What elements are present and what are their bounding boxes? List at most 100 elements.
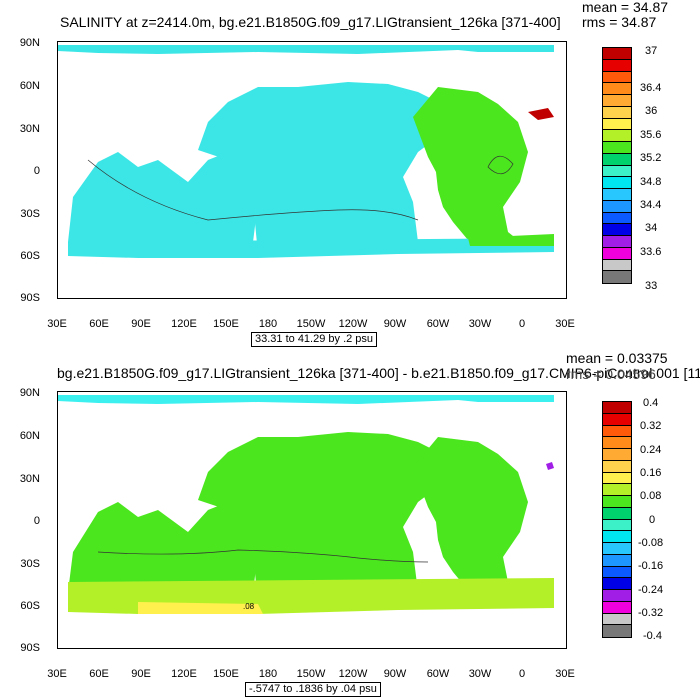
panel1-lon-label: 30E — [47, 318, 67, 330]
colorbar-swatch — [603, 236, 631, 248]
panel1-lon-label: 150W — [296, 318, 326, 330]
panel1-lon-label: 30W — [468, 318, 492, 330]
colorbar-swatch — [603, 153, 631, 166]
panel2-lat-label: 30N — [19, 473, 40, 485]
panel1-southern-ocean — [68, 238, 554, 258]
panel2-lat-label: 60S — [20, 600, 40, 612]
colorbar-swatch — [603, 165, 631, 178]
panel1-colorbar-label: 34 — [645, 222, 658, 234]
panel2-map: .08 — [57, 391, 567, 649]
colorbar-swatch — [603, 566, 631, 579]
panel2-title: bg.e21.B1850G.f09_g17.LIGtransient_126ka… — [57, 365, 700, 381]
panel1-arctic-ocean — [58, 45, 554, 54]
colorbar-swatch — [603, 554, 631, 567]
colorbar-swatch — [603, 613, 631, 626]
panel1-lat-label: 60N — [19, 80, 40, 92]
colorbar-swatch — [603, 271, 631, 283]
panel2-lon-label: 0 — [518, 668, 526, 680]
colorbar-swatch — [603, 578, 631, 590]
colorbar-swatch — [603, 519, 631, 532]
panel2-pacific-ocean — [198, 432, 438, 604]
panel1-colorbar-label: 33.6 — [640, 246, 662, 258]
panel2-mean: mean = 0.03375 — [566, 350, 668, 366]
panel1-lon-label: 60W — [426, 318, 450, 330]
panel2-lon-label: 30E — [47, 668, 67, 680]
panel1-atlantic-ocean — [413, 87, 528, 240]
panel2-contour-label: .08 — [243, 602, 255, 611]
panel2-contour — [97, 549, 429, 563]
panel1-lon-label: 120E — [171, 318, 197, 330]
panel2-colorbar-label: 0 — [649, 514, 656, 526]
panel1-title: SALINITY at z=2414.0m, bg.e21.B1850G.f09… — [60, 14, 561, 30]
panel1-contour-range: 33.31 to 41.29 by .2 psu — [251, 332, 378, 347]
panel1-med-patch — [528, 108, 554, 120]
colorbar-swatch — [603, 118, 631, 131]
panel1-lon-label: 90W — [383, 318, 407, 330]
panel2-lon-label: 60E — [89, 668, 109, 680]
panel2-colorbar-label: 0.4 — [643, 397, 659, 409]
panel2-lon-label: 90E — [131, 668, 151, 680]
panel1-contour-atlantic — [487, 155, 514, 175]
colorbar-swatch — [603, 59, 631, 72]
panel2-map-svg: .08 — [58, 395, 554, 614]
colorbar-swatch — [603, 142, 631, 154]
colorbar-swatch — [603, 402, 631, 414]
panel1-lon-label: 180 — [258, 318, 278, 330]
colorbar-swatch — [603, 590, 631, 602]
colorbar-swatch — [603, 247, 631, 260]
colorbar-swatch — [603, 437, 631, 449]
colorbar-swatch — [603, 413, 631, 426]
panel2-lat-label: 60N — [19, 430, 40, 442]
panel2-lon-label: 30E — [555, 668, 575, 680]
panel1-colorbar-label: 37 — [645, 45, 658, 57]
colorbar-swatch — [603, 212, 631, 225]
colorbar-swatch — [603, 531, 631, 543]
panel1-colorbar-label: 34.4 — [640, 199, 662, 211]
panel1-map-svg — [58, 45, 554, 258]
panel1-lat-label: 30N — [19, 123, 40, 135]
panel1-colorbar — [602, 47, 632, 284]
panel1-lat-label: 60S — [20, 250, 40, 262]
panel1-lon-label: 30E — [555, 318, 575, 330]
panel1-lat-label: 0 — [33, 165, 40, 177]
panel2-yellow-patch — [138, 602, 263, 614]
panel1-lon-label: 150E — [213, 318, 239, 330]
panel1-lat-label: 30S — [20, 208, 40, 220]
colorbar-swatch — [603, 496, 631, 508]
colorbar-swatch — [603, 507, 631, 520]
panel2-colorbar-label: -0.32 — [638, 607, 664, 619]
panel2-lat-label: 90N — [19, 387, 40, 399]
panel2-lon-label: 150E — [213, 668, 239, 680]
panel2-colorbar-label: 0.16 — [640, 467, 662, 479]
colorbar-swatch — [603, 425, 631, 438]
colorbar-swatch — [603, 484, 631, 496]
panel2-lon-label: 30W — [468, 668, 492, 680]
panel1-lon-label: 90E — [131, 318, 151, 330]
panel2-colorbar-label: -0.08 — [638, 537, 664, 549]
colorbar-swatch — [603, 95, 631, 107]
colorbar-swatch — [603, 130, 631, 142]
colorbar-swatch — [603, 460, 631, 473]
colorbar-swatch — [603, 189, 631, 201]
panel1-lon-label: 60E — [89, 318, 109, 330]
panel2-colorbar-label: -0.16 — [638, 560, 664, 572]
panel2-lon-label: 90W — [383, 668, 407, 680]
panel1-colorbar-label: 36 — [645, 105, 658, 117]
panel2-contour-range: -.5747 to .1836 by .04 psu — [245, 682, 381, 697]
panel1-contour — [87, 159, 419, 221]
panel1-colorbar-label: 36.4 — [640, 82, 662, 94]
colorbar-swatch — [603, 259, 631, 272]
panel1-map — [57, 41, 567, 299]
panel2-colorbar-label: 0.32 — [640, 420, 662, 432]
panel2-purple-patch — [546, 462, 554, 470]
panel1-lat-label: 90S — [20, 292, 40, 304]
colorbar-swatch — [603, 472, 631, 485]
panel2-rms: rms = 0.04596 — [566, 366, 656, 382]
panel1-colorbar-label: 35.6 — [640, 129, 662, 141]
panel-salinity: SALINITY at z=2414.0m, bg.e21.B1850G.f09… — [19, 0, 668, 347]
panel2-colorbar-label: -0.24 — [638, 584, 664, 596]
colorbar-swatch — [603, 200, 631, 213]
colorbar-swatch — [603, 106, 631, 119]
panel1-lon-label: 120W — [338, 318, 368, 330]
panel2-lon-label: 150W — [296, 668, 326, 680]
